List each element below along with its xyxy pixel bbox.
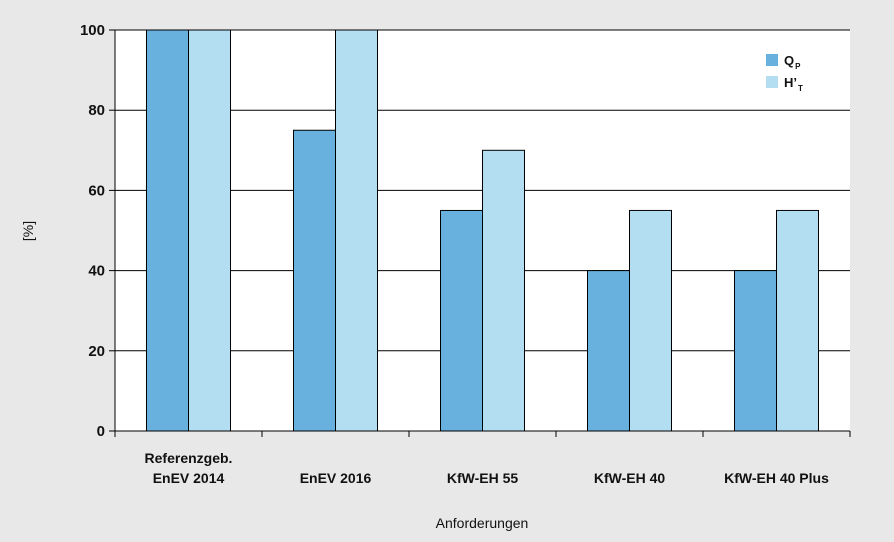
bar <box>335 29 378 432</box>
y-tick-label: 60 <box>88 182 105 199</box>
y-tick-label: 80 <box>88 102 105 119</box>
bars <box>146 29 819 432</box>
y-tick-label: 20 <box>88 343 105 360</box>
y-axis-title: [%] <box>20 221 36 241</box>
x-tick-label: KfW-EH 55 <box>447 470 518 486</box>
x-tick-labels: Referenzgeb. EnEV 2014 EnEV 2016 KfW-EH 55 K… <box>145 450 830 486</box>
y-tick-label: 100 <box>80 22 105 39</box>
y-tick-labels: 0 20 40 60 80 100 <box>80 22 105 440</box>
x-tick-label: EnEV 2016 <box>300 470 372 486</box>
bar <box>629 209 672 432</box>
bar <box>293 129 336 432</box>
x-tick-label: EnEV 2014 <box>153 470 225 486</box>
x-tick-label: Referenzgeb. <box>145 450 233 466</box>
x-axis-title: Anforderungen <box>436 515 529 531</box>
bar <box>587 270 630 432</box>
bar <box>440 209 483 432</box>
bar <box>734 270 777 432</box>
x-tick-label: KfW-EH 40 Plus <box>724 470 829 486</box>
axes <box>109 29 851 437</box>
bar <box>482 149 525 432</box>
bar <box>776 209 819 432</box>
y-tick-label: 0 <box>97 423 105 440</box>
legend-swatch <box>766 76 778 88</box>
legend-label-subscript: T <box>798 84 803 93</box>
legend-swatch <box>766 54 778 66</box>
legend-label-subscript: P <box>795 62 801 71</box>
x-tick-label: KfW-EH 40 <box>594 470 665 486</box>
bar <box>188 29 231 432</box>
bar <box>146 29 189 432</box>
y-tick-label: 40 <box>88 263 105 280</box>
